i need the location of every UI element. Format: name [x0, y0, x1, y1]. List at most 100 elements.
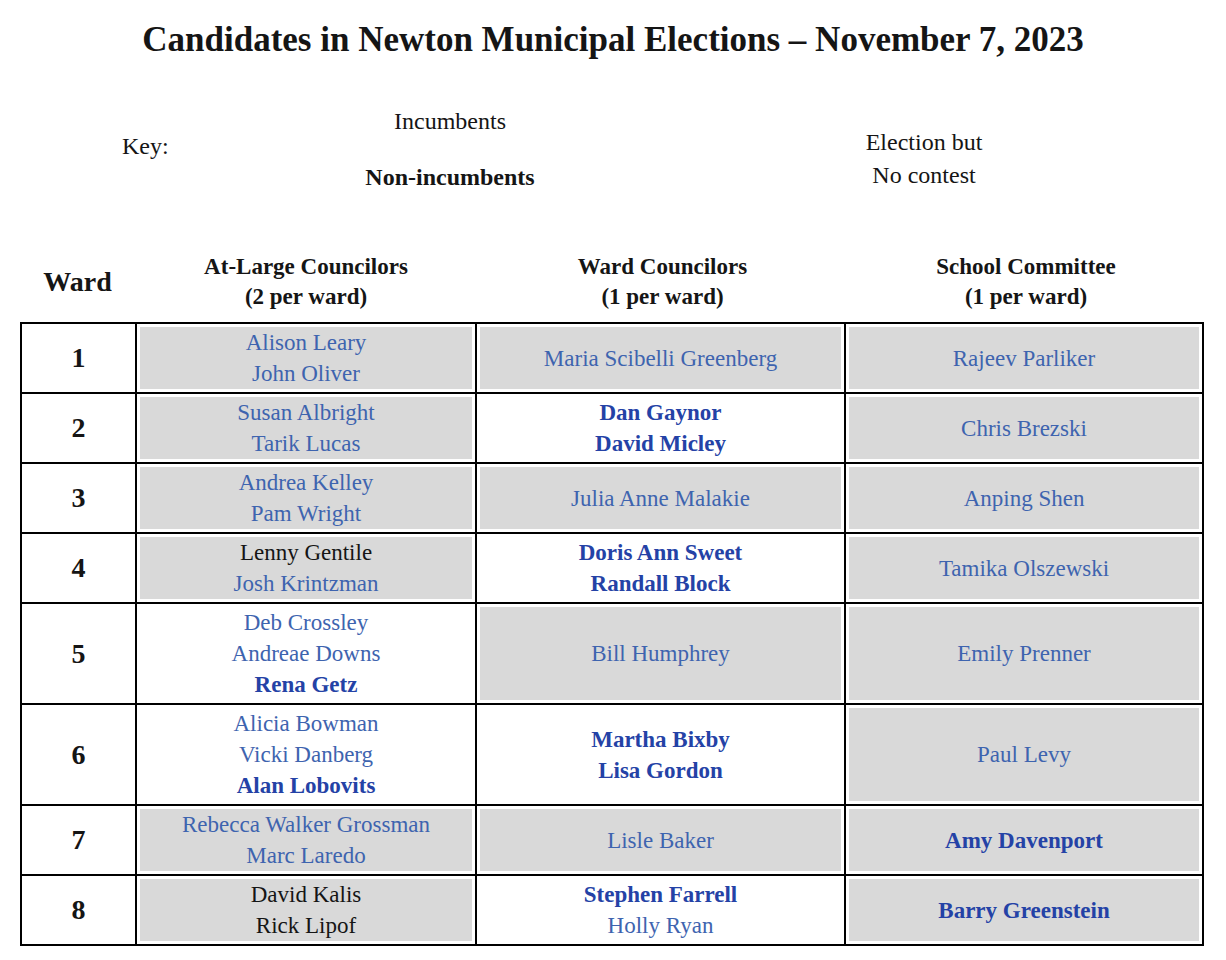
key-non-incumbents-label: Non-incumbents [270, 164, 630, 191]
no-contest-shading: Susan AlbrightTarik Lucas [140, 397, 472, 459]
candidate-cell: Chris Brezski [846, 394, 1202, 464]
candidate-cell: Doris Ann SweetRandall Block [477, 534, 846, 604]
contested-cell-fill: Martha BixbyLisa Gordon [480, 708, 841, 801]
candidate-name: Doris Ann Sweet [575, 537, 747, 568]
no-contest-shading: Anping Shen [849, 467, 1199, 529]
school-committee-header-title: School Committee [936, 252, 1116, 282]
no-contest-shading: Maria Scibelli Greenberg [480, 327, 841, 389]
candidate-cell: Amy Davenport [846, 806, 1202, 876]
candidate-cell: Anping Shen [846, 464, 1202, 534]
candidate-name: Susan Albright [233, 397, 378, 428]
ward-councilors-header-title: Ward Councilors [578, 252, 747, 282]
candidate-cell: Maria Scibelli Greenberg [477, 324, 846, 394]
no-contest-shading: Rebecca Walker GrossmanMarc Laredo [140, 809, 472, 871]
candidate-name: Holly Ryan [604, 910, 718, 941]
no-contest-shading: Alison LearyJohn Oliver [140, 327, 472, 389]
no-contest-shading: Emily Prenner [849, 607, 1199, 700]
candidate-name: Rick Lipof [252, 910, 360, 941]
candidate-name: Julia Anne Malakie [567, 483, 754, 514]
ward-councilors-header-subtitle: (1 per ward) [601, 282, 723, 312]
candidate-name: Barry Greenstein [934, 895, 1113, 926]
candidate-name: Andrea Kelley [235, 467, 378, 498]
page-title: Candidates in Newton Municipal Elections… [0, 20, 1226, 60]
ward-number: 8 [22, 876, 137, 944]
candidate-cell: Andrea KelleyPam Wright [137, 464, 477, 534]
ward-number: 2 [22, 394, 137, 464]
candidate-name: Randall Block [587, 568, 735, 599]
candidate-name: David Micley [591, 428, 730, 459]
candidate-name: John Oliver [248, 358, 364, 389]
ward-number: 1 [22, 324, 137, 394]
candidate-cell: Bill Humphrey [477, 604, 846, 705]
contested-cell-fill: Alicia BowmanVicki DanbergAlan Lobovits [140, 708, 472, 801]
candidate-cell: Lisle Baker [477, 806, 846, 876]
candidate-name: Dan Gaynor [595, 397, 725, 428]
ward-councilors-column-header: Ward Councilors (1 per ward) [477, 252, 848, 312]
candidate-cell: Barry Greenstein [846, 876, 1202, 944]
candidate-name: Rena Getz [251, 669, 362, 700]
no-contest-shading: Tamika Olszewski [849, 537, 1199, 599]
candidate-name: Anping Shen [960, 483, 1089, 514]
no-contest-shading: Barry Greenstein [849, 879, 1199, 941]
candidate-cell: Emily Prenner [846, 604, 1202, 705]
contested-cell-fill: Deb CrossleyAndreae DownsRena Getz [140, 607, 472, 700]
candidate-name: Josh Krintzman [229, 568, 382, 599]
candidate-name: Bill Humphrey [587, 638, 734, 669]
candidates-table-body: 1Alison LearyJohn Oliver Maria Scibelli G… [20, 322, 1204, 946]
at-large-header-title: At-Large Councilors [204, 252, 408, 282]
candidate-name: Chris Brezski [957, 413, 1091, 444]
ward-number: 3 [22, 464, 137, 534]
no-contest-shading: Amy Davenport [849, 809, 1199, 871]
candidate-name: Lisa Gordon [594, 755, 727, 786]
at-large-column-header: At-Large Councilors (2 per ward) [135, 252, 477, 312]
school-committee-header-subtitle: (1 per ward) [965, 282, 1087, 312]
candidate-name: Pam Wright [247, 498, 365, 529]
candidate-name: Andreae Downs [228, 638, 385, 669]
no-contest-shading: Lisle Baker [480, 809, 841, 871]
document-page: Candidates in Newton Municipal Elections… [0, 0, 1226, 960]
candidate-name: Tamika Olszewski [935, 553, 1113, 584]
candidate-cell: Alison LearyJohn Oliver [137, 324, 477, 394]
ward-number: 7 [22, 806, 137, 876]
candidate-name: Lenny Gentile [236, 537, 376, 568]
key-incumbents-label: Incumbents [270, 108, 630, 135]
contested-cell-fill: Doris Ann SweetRandall Block [480, 537, 841, 599]
contested-cell-fill: Stephen FarrellHolly Ryan [480, 879, 841, 941]
candidate-name: Stephen Farrell [580, 879, 742, 910]
candidate-name: Alicia Bowman [230, 708, 383, 739]
candidate-name: Martha Bixby [587, 724, 734, 755]
no-contest-shading: Andrea KelleyPam Wright [140, 467, 472, 529]
candidate-name: Rebecca Walker Grossman [178, 809, 434, 840]
candidate-cell: Susan AlbrightTarik Lucas [137, 394, 477, 464]
no-contest-shading: Julia Anne Malakie [480, 467, 841, 529]
ward-number: 6 [22, 705, 137, 806]
candidate-cell: Stephen FarrellHolly Ryan [477, 876, 846, 944]
candidate-cell: Paul Levy [846, 705, 1202, 806]
candidate-cell: Alicia BowmanVicki DanbergAlan Lobovits [137, 705, 477, 806]
candidate-cell: Rebecca Walker GrossmanMarc Laredo [137, 806, 477, 876]
key-no-contest-box: Election but No contest [748, 100, 1100, 217]
candidate-cell: Julia Anne Malakie [477, 464, 846, 534]
candidate-name: David Kalis [247, 879, 366, 910]
candidate-name: Rajeev Parliker [949, 343, 1099, 374]
candidate-name: Emily Prenner [953, 638, 1095, 669]
candidate-name: Lisle Baker [603, 825, 718, 856]
candidate-name: Deb Crossley [240, 607, 373, 638]
key-no-contest-line1: Election but [866, 126, 983, 159]
key-no-contest-line2: No contest [872, 159, 975, 192]
ward-number: 4 [22, 534, 137, 604]
no-contest-shading: David KalisRick Lipof [140, 879, 472, 941]
no-contest-shading: Rajeev Parliker [849, 327, 1199, 389]
candidate-cell: Lenny GentileJosh Krintzman [137, 534, 477, 604]
candidate-name: Maria Scibelli Greenberg [540, 343, 781, 374]
ward-number: 5 [22, 604, 137, 705]
candidate-name: Marc Laredo [242, 840, 369, 871]
at-large-header-subtitle: (2 per ward) [245, 282, 367, 312]
candidate-name: Vicki Danberg [235, 739, 377, 770]
candidate-name: Tarik Lucas [248, 428, 365, 459]
no-contest-shading: Chris Brezski [849, 397, 1199, 459]
candidate-name: Amy Davenport [941, 825, 1107, 856]
candidate-cell: Martha BixbyLisa Gordon [477, 705, 846, 806]
candidate-cell: David KalisRick Lipof [137, 876, 477, 944]
no-contest-shading: Lenny GentileJosh Krintzman [140, 537, 472, 599]
